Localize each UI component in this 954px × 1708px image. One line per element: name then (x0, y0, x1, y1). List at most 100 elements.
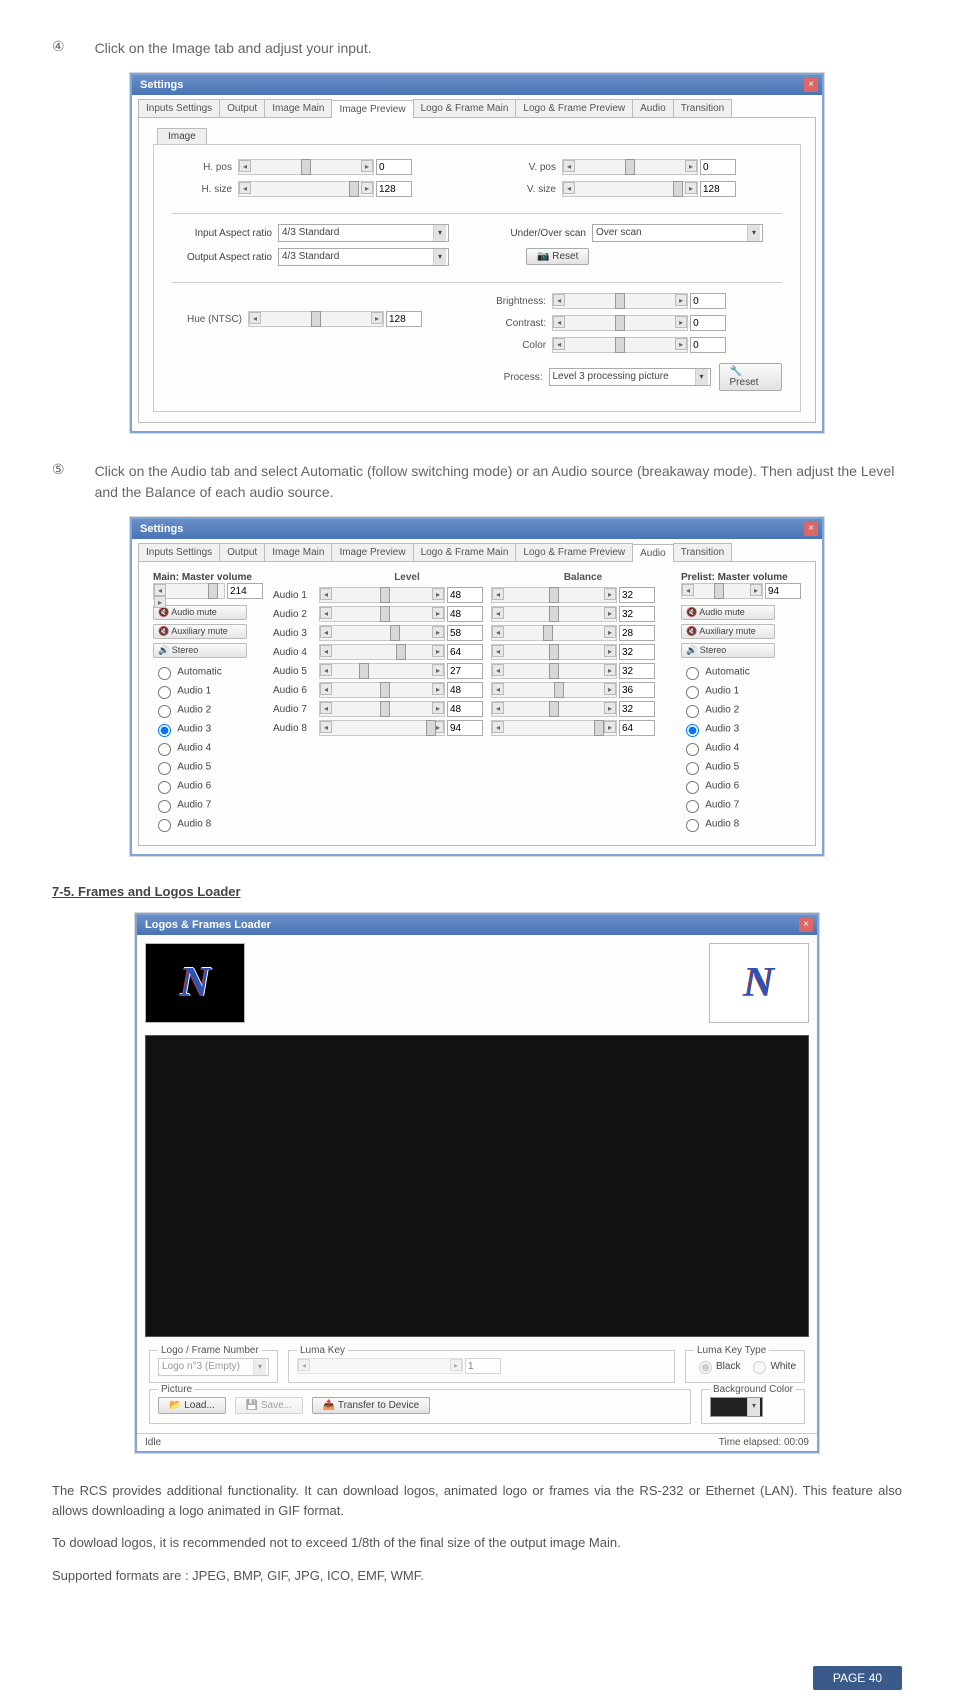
lf-number-dropdown[interactable]: Logo n°3 (Empty) (158, 1358, 269, 1376)
mode-radio[interactable]: Audio 8 (153, 816, 263, 832)
vpos-value[interactable] (700, 159, 736, 175)
level-value[interactable] (447, 625, 483, 641)
white-radio[interactable]: White (748, 1361, 796, 1372)
mode-radio[interactable]: Audio 7 (153, 797, 263, 813)
mode-radio[interactable]: Audio 1 (153, 683, 263, 699)
stereo-button[interactable]: 🔊 Stereo (153, 643, 247, 658)
balance-value[interactable] (619, 587, 655, 603)
level-slider[interactable]: ◂▸ (319, 701, 445, 717)
mode-radio[interactable]: Audio 4 (681, 740, 801, 756)
mode-radio[interactable]: Audio 2 (153, 702, 263, 718)
mode-radio[interactable]: Audio 6 (153, 778, 263, 794)
preset-button[interactable]: 🔧 Preset (719, 363, 783, 391)
balance-slider[interactable]: ◂▸ (491, 701, 617, 717)
brightness-value[interactable] (690, 293, 726, 309)
tab-image-preview[interactable]: Image Preview (331, 100, 413, 118)
prelist-volume-slider[interactable]: ◂▸ (681, 583, 763, 599)
transfer-button[interactable]: 📤 Transfer to Device (312, 1397, 430, 1414)
balance-value[interactable] (619, 606, 655, 622)
hpos-slider[interactable]: ◂▸ (238, 159, 374, 175)
load-button[interactable]: 📂 Load... (158, 1397, 226, 1414)
balance-slider[interactable]: ◂▸ (491, 663, 617, 679)
tab-output[interactable]: Output (219, 99, 265, 117)
mode-radio[interactable]: Audio 5 (681, 759, 801, 775)
audio-mute-button[interactable]: 🔇 Audio mute (153, 605, 247, 620)
tab-logo-main[interactable]: Logo & Frame Main (413, 99, 517, 117)
close-icon[interactable]: × (804, 522, 818, 536)
process-dropdown[interactable]: Level 3 processing picture (549, 368, 711, 386)
hue-slider[interactable]: ◂▸ (248, 311, 384, 327)
balance-value[interactable] (619, 644, 655, 660)
balance-value[interactable] (619, 682, 655, 698)
level-value[interactable] (447, 606, 483, 622)
vsize-slider[interactable]: ◂▸ (562, 181, 698, 197)
sub-tab-image[interactable]: Image (157, 128, 207, 144)
tab-audio[interactable]: Audio (632, 99, 674, 117)
tab-output[interactable]: Output (219, 543, 265, 561)
balance-slider[interactable]: ◂▸ (491, 625, 617, 641)
level-value[interactable] (447, 701, 483, 717)
mode-radio[interactable]: Audio 4 (153, 740, 263, 756)
mode-radio[interactable]: Audio 8 (681, 816, 801, 832)
bg-color-dropdown[interactable] (710, 1397, 763, 1417)
aux-mute-button-r[interactable]: 🔇 Auxiliary mute (681, 624, 775, 639)
color-slider[interactable]: ◂▸ (552, 337, 688, 353)
main-volume-value[interactable] (227, 583, 263, 599)
tab-inputs[interactable]: Inputs Settings (138, 99, 220, 117)
mode-radio[interactable]: Audio 7 (681, 797, 801, 813)
prelist-volume-value[interactable] (765, 583, 801, 599)
tab-inputs[interactable]: Inputs Settings (138, 543, 220, 561)
balance-slider[interactable]: ◂▸ (491, 682, 617, 698)
balance-value[interactable] (619, 720, 655, 736)
balance-slider[interactable]: ◂▸ (491, 644, 617, 660)
level-value[interactable] (447, 587, 483, 603)
level-slider[interactable]: ◂▸ (319, 720, 445, 736)
tab-image-main[interactable]: Image Main (264, 543, 332, 561)
hpos-value[interactable] (376, 159, 412, 175)
level-value[interactable] (447, 663, 483, 679)
balance-slider[interactable]: ◂▸ (491, 606, 617, 622)
brightness-slider[interactable]: ◂▸ (552, 293, 688, 309)
level-slider[interactable]: ◂▸ (319, 644, 445, 660)
mode-radio[interactable]: Audio 6 (681, 778, 801, 794)
tab-transition[interactable]: Transition (673, 543, 733, 561)
level-value[interactable] (447, 644, 483, 660)
level-slider[interactable]: ◂▸ (319, 663, 445, 679)
black-radio[interactable]: Black (694, 1361, 740, 1372)
close-icon[interactable]: × (804, 78, 818, 92)
level-slider[interactable]: ◂▸ (319, 682, 445, 698)
mode-radio[interactable]: Audio 3 (153, 721, 263, 737)
tab-logo-main[interactable]: Logo & Frame Main (413, 543, 517, 561)
hsize-slider[interactable]: ◂▸ (238, 181, 374, 197)
close-icon[interactable]: × (799, 918, 813, 932)
reset-button[interactable]: 📷 Reset (526, 248, 589, 265)
audio-mute-button-r[interactable]: 🔇 Audio mute (681, 605, 775, 620)
scan-dropdown[interactable]: Over scan (592, 224, 763, 242)
balance-value[interactable] (619, 663, 655, 679)
vpos-slider[interactable]: ◂▸ (562, 159, 698, 175)
output-aspect-dropdown[interactable]: 4/3 Standard (278, 248, 449, 266)
aux-mute-button[interactable]: 🔇 Auxiliary mute (153, 624, 247, 639)
tab-audio[interactable]: Audio (632, 544, 674, 562)
save-button[interactable]: 💾 Save... (235, 1397, 303, 1414)
contrast-slider[interactable]: ◂▸ (552, 315, 688, 331)
level-slider[interactable]: ◂▸ (319, 587, 445, 603)
mode-radio[interactable]: Audio 1 (681, 683, 801, 699)
balance-slider[interactable]: ◂▸ (491, 587, 617, 603)
mode-radio[interactable]: Audio 3 (681, 721, 801, 737)
input-aspect-dropdown[interactable]: 4/3 Standard (278, 224, 449, 242)
mode-radio[interactable]: Automatic (681, 664, 801, 680)
tab-transition[interactable]: Transition (673, 99, 733, 117)
luma-slider[interactable]: ◂▸ (297, 1358, 463, 1374)
mode-radio[interactable]: Audio 2 (681, 702, 801, 718)
luma-value[interactable] (465, 1358, 501, 1374)
color-value[interactable] (690, 337, 726, 353)
stereo-button-r[interactable]: 🔊 Stereo (681, 643, 775, 658)
level-value[interactable] (447, 682, 483, 698)
vsize-value[interactable] (700, 181, 736, 197)
hue-value[interactable] (386, 311, 422, 327)
balance-value[interactable] (619, 701, 655, 717)
tab-image-main[interactable]: Image Main (264, 99, 332, 117)
balance-slider[interactable]: ◂▸ (491, 720, 617, 736)
level-value[interactable] (447, 720, 483, 736)
